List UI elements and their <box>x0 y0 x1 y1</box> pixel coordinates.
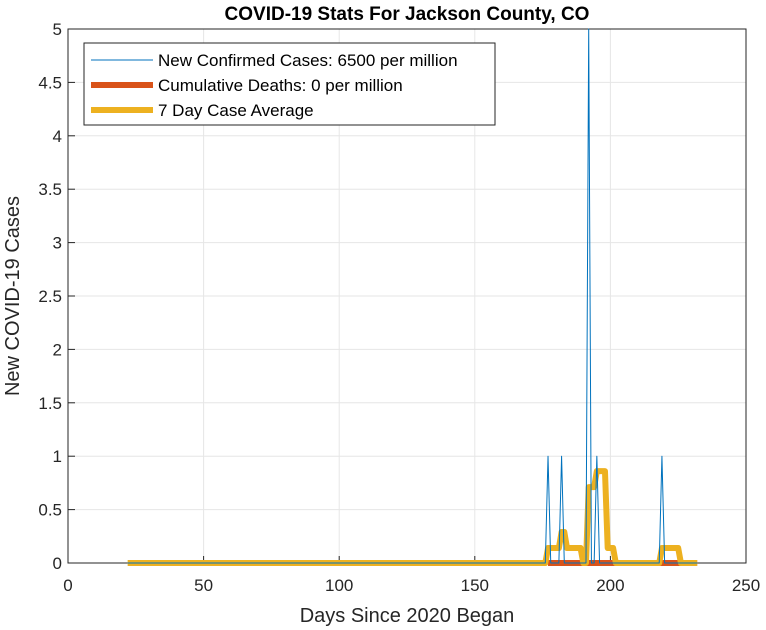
series-layer <box>127 28 698 566</box>
legend-label: 7 Day Case Average <box>158 101 314 120</box>
y-tick-label: 1.5 <box>38 394 62 413</box>
y-tick-label: 3.5 <box>38 180 62 199</box>
y-tick-label: 2.5 <box>38 287 62 306</box>
y-tick-label: 4 <box>53 127 62 146</box>
y-tick-label: 2 <box>53 340 62 359</box>
x-tick-label: 0 <box>63 576 72 595</box>
x-axis-label: Days Since 2020 Began <box>300 605 515 627</box>
x-tick-label: 250 <box>732 576 760 595</box>
y-tick-label: 3 <box>53 234 62 253</box>
x-tick-label: 50 <box>194 576 213 595</box>
legend: New Confirmed Cases: 6500 per million Cum… <box>83 42 496 126</box>
y-tick-label: 4.5 <box>38 73 62 92</box>
x-tick-label: 100 <box>325 576 353 595</box>
x-tick-label: 200 <box>596 576 624 595</box>
y-tick-label: 0.5 <box>38 501 62 520</box>
y-tick-label: 5 <box>53 20 62 39</box>
legend-label: New Confirmed Cases: 6500 per million <box>158 51 458 70</box>
chart-title: COVID-19 Stats For Jackson County, CO <box>225 4 590 25</box>
new-cases-line <box>127 28 698 564</box>
x-tick-label: 150 <box>461 576 489 595</box>
y-axis-label: New COVID-19 Cases <box>2 196 24 396</box>
y-tick-label: 1 <box>53 447 62 466</box>
y-tick-label: 0 <box>53 554 62 573</box>
y-axis: 0 0.5 1 1.5 2 2.5 3 3.5 4 4.5 5 <box>38 20 75 573</box>
legend-label: Cumulative Deaths: 0 per million <box>158 76 403 95</box>
